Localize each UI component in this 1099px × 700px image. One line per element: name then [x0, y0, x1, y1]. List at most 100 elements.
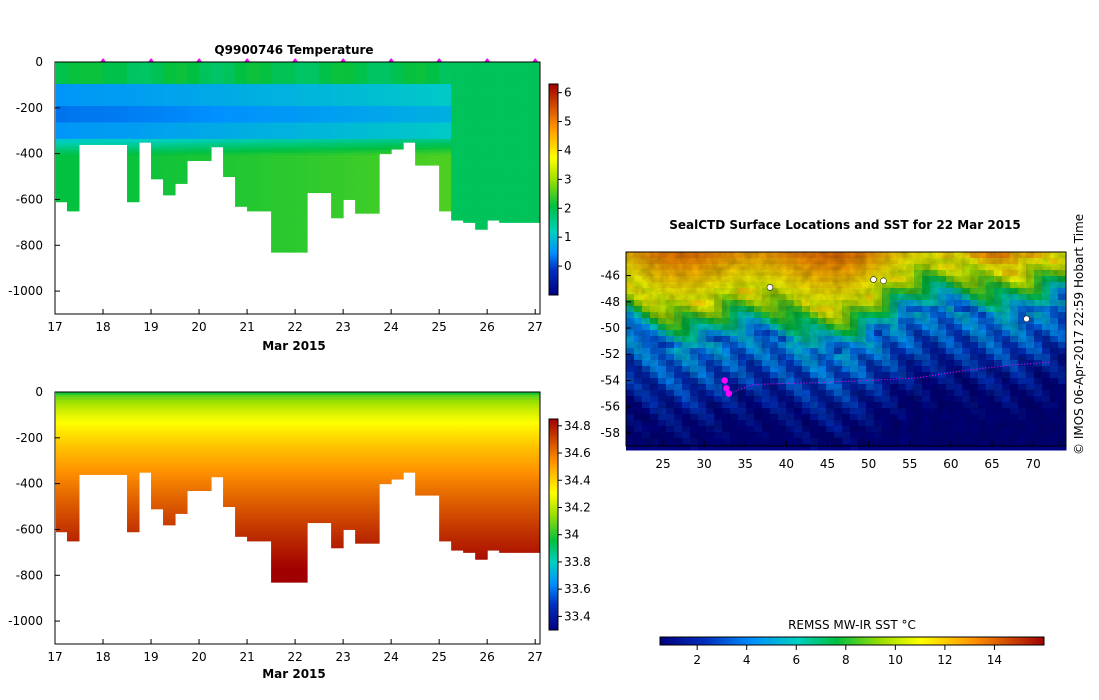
section-cell — [343, 158, 356, 162]
section-cell — [79, 105, 104, 110]
section-cell — [56, 105, 68, 110]
section-cell — [463, 485, 476, 489]
section-cell — [307, 496, 320, 500]
section-cell — [523, 460, 536, 464]
section-cell — [499, 537, 512, 541]
section-cell — [427, 149, 440, 154]
section-cell — [139, 408, 152, 412]
section-cell — [271, 460, 296, 464]
section-cell — [499, 479, 512, 484]
section-cell — [67, 471, 80, 475]
section-cell — [343, 501, 356, 506]
section-cell — [331, 471, 344, 475]
section-cell — [271, 548, 296, 552]
section-cell — [427, 430, 440, 434]
section-cell — [523, 105, 536, 110]
section-cell — [259, 496, 272, 500]
section-cell — [331, 75, 344, 79]
section-cell — [271, 70, 296, 74]
section-cell — [451, 540, 464, 544]
section-cell — [235, 67, 248, 71]
section-cell — [259, 67, 272, 71]
section-cell — [163, 501, 176, 506]
section-cell — [103, 70, 128, 74]
section-cell — [391, 122, 404, 126]
sst-cell — [770, 444, 779, 451]
section-cell — [271, 471, 296, 475]
section-cell — [103, 422, 128, 426]
section-cell — [535, 171, 541, 176]
section-cell — [259, 94, 272, 99]
colorbar-tick-label: 2 — [564, 201, 572, 215]
section-cell — [271, 501, 296, 506]
section-cell — [511, 158, 524, 162]
section-cell — [175, 463, 188, 467]
section-cell — [151, 466, 164, 470]
section-cell — [211, 471, 224, 475]
y-tick-label: 0 — [35, 385, 43, 399]
section-cell — [295, 523, 308, 528]
section-cell — [343, 468, 356, 473]
section-cell — [451, 114, 464, 118]
section-cell — [295, 235, 308, 239]
section-cell — [499, 119, 512, 123]
section-cell — [367, 141, 380, 145]
section-cell — [487, 534, 500, 539]
section-cell — [67, 202, 80, 206]
section-cell — [535, 94, 541, 99]
section-cell — [427, 122, 440, 126]
section-cell — [451, 155, 464, 159]
section-cell — [175, 496, 188, 500]
section-cell — [295, 62, 308, 66]
section-cell — [535, 402, 541, 407]
section-cell — [67, 515, 80, 519]
x-tick-label: 19 — [143, 650, 158, 664]
section-cell — [235, 529, 248, 533]
section-cell — [247, 152, 260, 156]
section-cell — [271, 144, 296, 148]
section-cell — [439, 202, 452, 206]
section-cell — [487, 218, 500, 221]
section-cell — [343, 191, 356, 195]
section-cell — [463, 394, 476, 398]
section-cell — [103, 460, 128, 464]
section-cell — [103, 446, 128, 451]
section-cell — [355, 540, 368, 544]
section-cell — [175, 430, 188, 434]
section-cell — [56, 182, 68, 187]
section-cell — [391, 86, 404, 90]
section-cell — [67, 405, 80, 409]
section-cell — [139, 138, 152, 143]
section-cell — [259, 441, 272, 445]
section-cell — [535, 515, 541, 519]
temperature-section-cells — [56, 62, 541, 253]
sst-cell — [850, 444, 859, 451]
section-cell — [523, 116, 536, 121]
section-cell — [343, 446, 356, 451]
section-cell — [451, 92, 464, 96]
section-cell — [451, 100, 464, 104]
section-cell — [295, 78, 308, 82]
section-cell — [271, 559, 296, 563]
section-cell — [211, 449, 224, 453]
section-cell — [319, 460, 332, 464]
section-cell — [211, 466, 224, 470]
section-cell — [523, 182, 536, 187]
section-cell — [319, 78, 332, 82]
section-cell — [235, 130, 248, 134]
section-cell — [307, 160, 320, 165]
section-cell — [319, 119, 332, 123]
section-cell — [235, 188, 248, 192]
section-cell — [487, 452, 500, 456]
section-cell — [247, 529, 260, 533]
section-cell — [151, 455, 164, 459]
section-cell — [499, 207, 512, 211]
section-cell — [403, 446, 416, 451]
section-cell — [247, 452, 260, 456]
section-cell — [463, 537, 476, 541]
section-cell — [487, 89, 500, 93]
section-cell — [475, 402, 488, 407]
section-cell — [235, 204, 248, 207]
section-cell — [67, 166, 80, 170]
section-cell — [319, 416, 332, 420]
